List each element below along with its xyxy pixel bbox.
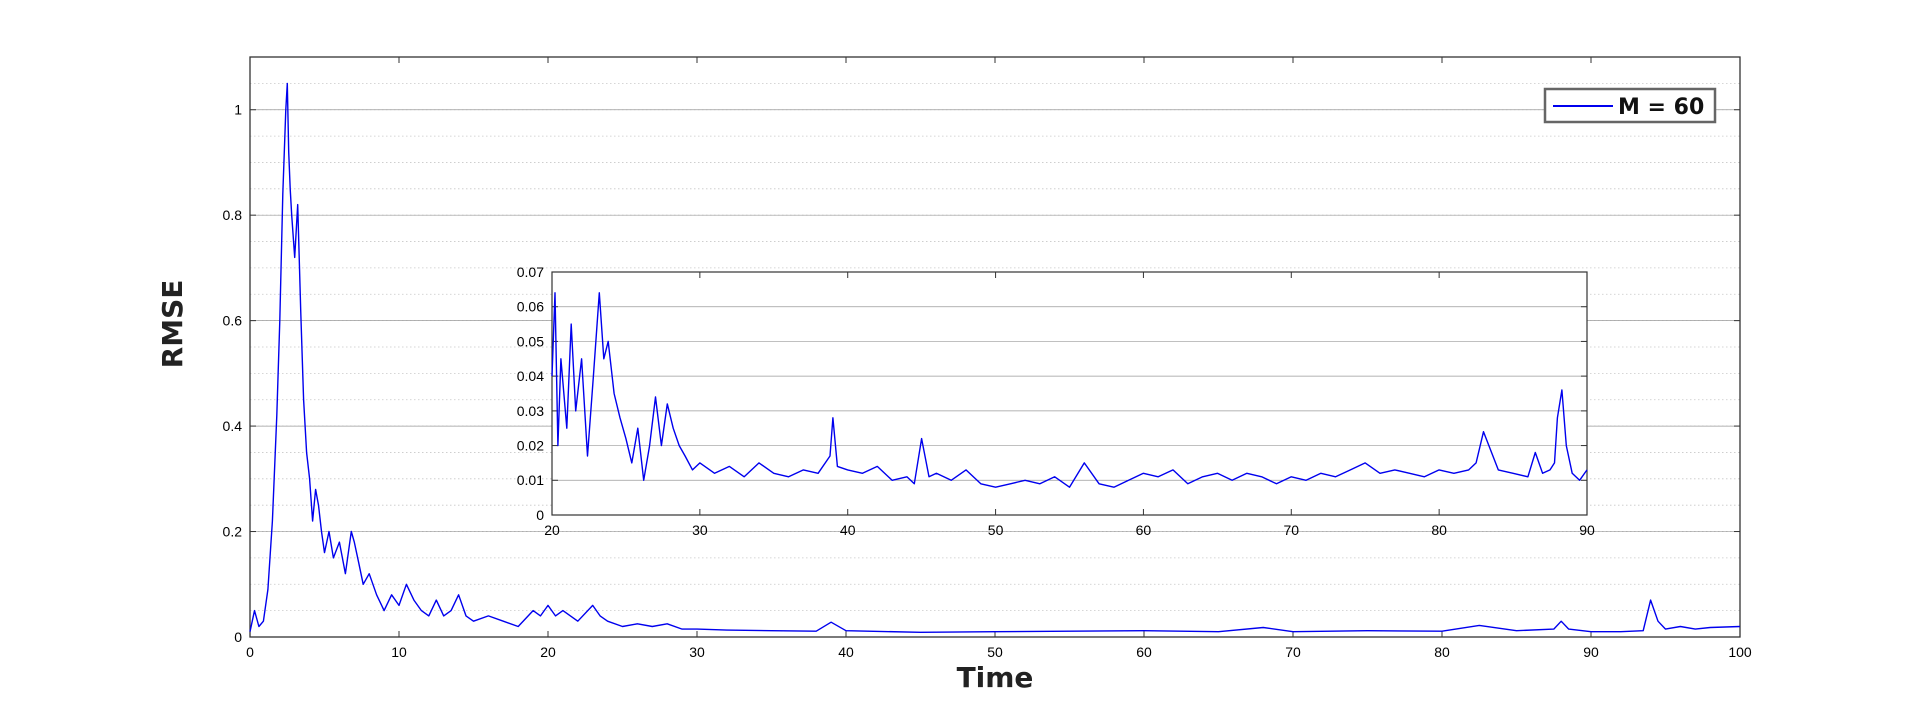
main-x-tick-label: 30: [689, 644, 705, 660]
inset-y-tick-label: 0.02: [517, 437, 544, 453]
inset-y-tick-label: 0: [536, 507, 544, 523]
main-x-tick-label: 100: [1728, 644, 1752, 660]
inset-y-tick-label: 0.01: [517, 472, 544, 488]
inset-plot-frame: [551, 271, 1588, 516]
main-x-tick-label: 90: [1583, 644, 1599, 660]
inset-x-tick-label: 50: [988, 522, 1004, 538]
inset-series: [551, 292, 1588, 488]
main-x-tick-label: 80: [1434, 644, 1450, 660]
inset-y-tick-label: 0.03: [517, 403, 544, 419]
main-series: [249, 82, 1741, 633]
main-y-tick-label: 0: [234, 629, 242, 645]
legend-label: M = 60: [1618, 95, 1704, 120]
main-y-tick-label: 0.4: [223, 418, 243, 434]
inset-x-tick-label: 30: [692, 522, 708, 538]
inset-y-tick-label: 0.05: [517, 333, 544, 349]
inset-ticks: 0 0.01 0.02 0.03 0.04 0.05 0.06 0.07 20 30 40 50 60 7…: [517, 264, 1595, 538]
x-axis-title: Time: [957, 661, 1034, 694]
main-y-tick-label: 0.8: [223, 207, 243, 223]
inset-x-tick-label: 60: [1136, 522, 1152, 538]
main-x-tick-label: 60: [1136, 644, 1152, 660]
inset-series-line: [551, 292, 1588, 488]
inset-x-tick-label: 20: [544, 522, 560, 538]
main-x-tick-label: 70: [1285, 644, 1301, 660]
main-x-tick-label: 0: [246, 644, 254, 660]
y-axis-title: RMSE: [156, 280, 189, 369]
inset-x-tick-label: 90: [1579, 522, 1595, 538]
main-ticks: 00.20.40.60.810 10 20 30 40 50 60 70 80 90 100: [223, 57, 1752, 660]
main-y-tick-label: 0.6: [223, 313, 243, 329]
main-y-tick-label: 1: [234, 102, 242, 118]
inset-background: [552, 272, 1587, 515]
inset-x-tick-label: 70: [1283, 522, 1299, 538]
main-y-tick-label: 0.2: [223, 523, 243, 539]
legend: M = 60: [1543, 87, 1717, 124]
main-x-tick-label: 20: [540, 644, 556, 660]
main-series-line: [249, 82, 1741, 633]
inset-y-tick-label: 0.07: [517, 264, 544, 280]
inset-x-tick-label: 80: [1431, 522, 1447, 538]
main-x-tick-label: 50: [987, 644, 1003, 660]
main-x-tick-label: 10: [391, 644, 407, 660]
inset-x-tick-label: 40: [840, 522, 856, 538]
inset-y-tick-label: 0.06: [517, 299, 544, 315]
inset-y-tick-label: 0.04: [517, 368, 544, 384]
main-x-tick-label: 40: [838, 644, 854, 660]
